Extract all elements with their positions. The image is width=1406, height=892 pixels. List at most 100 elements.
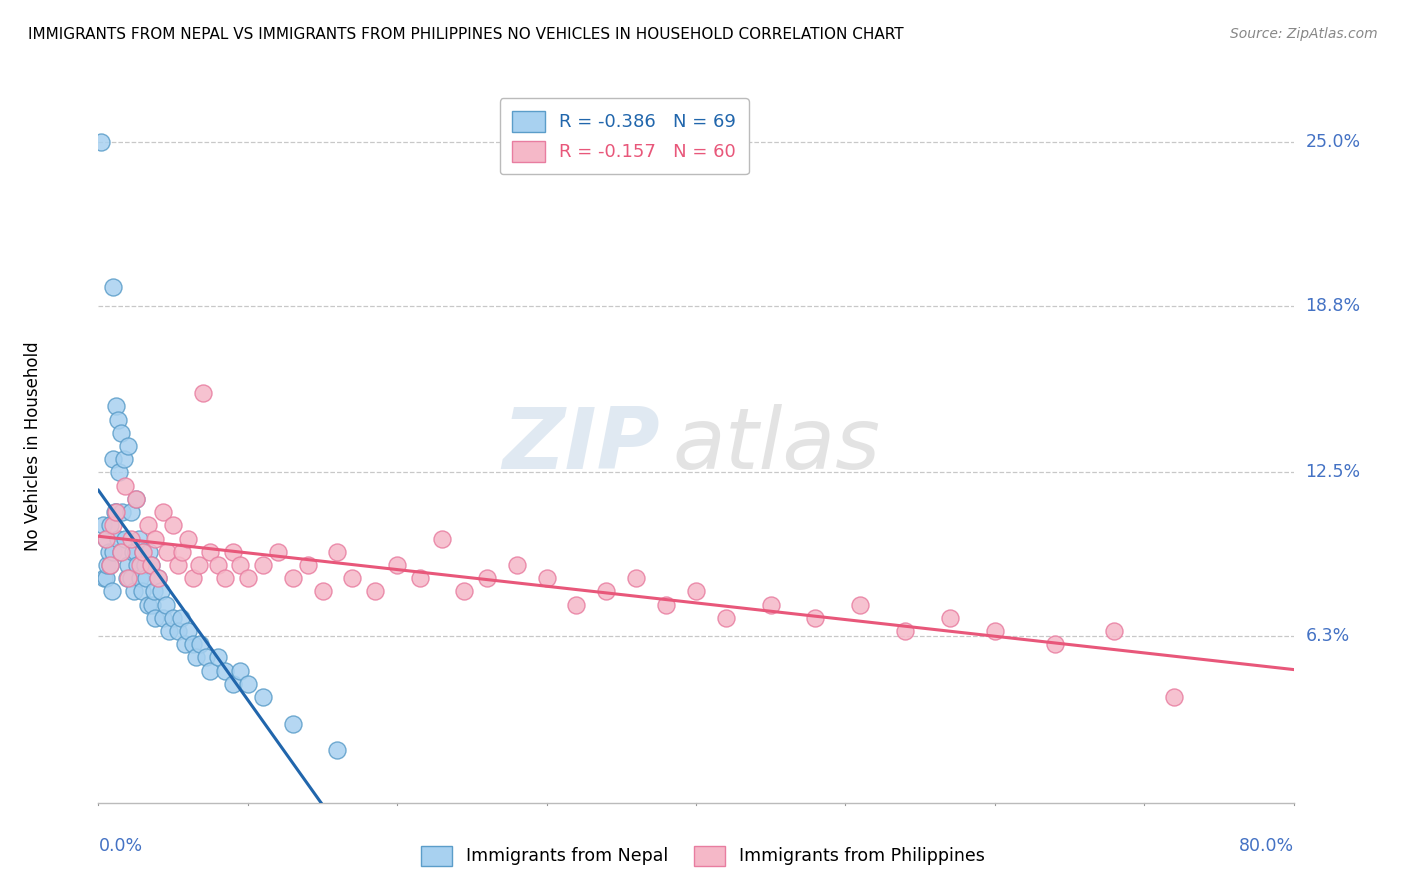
Point xyxy=(385,558,409,572)
Point xyxy=(93,571,115,585)
Text: 6.3%: 6.3% xyxy=(1306,627,1350,645)
Point xyxy=(311,584,333,599)
Point xyxy=(181,637,204,651)
Point xyxy=(107,412,129,426)
Point xyxy=(105,505,128,519)
Text: 12.5%: 12.5% xyxy=(1306,464,1361,482)
Point xyxy=(655,598,678,612)
Point xyxy=(252,690,274,704)
Point xyxy=(150,584,173,599)
Point xyxy=(128,532,150,546)
Point xyxy=(94,571,117,585)
Point xyxy=(177,532,200,546)
Point xyxy=(127,558,149,572)
Point xyxy=(326,545,349,559)
Text: IMMIGRANTS FROM NEPAL VS IMMIGRANTS FROM PHILIPPINES NO VEHICLES IN HOUSEHOLD CO: IMMIGRANTS FROM NEPAL VS IMMIGRANTS FROM… xyxy=(28,27,904,42)
Point xyxy=(894,624,917,638)
Point xyxy=(342,571,364,585)
Point xyxy=(131,584,153,599)
Point xyxy=(98,558,122,572)
Point xyxy=(162,611,184,625)
Text: 25.0%: 25.0% xyxy=(1306,133,1361,151)
Point xyxy=(222,545,245,559)
Point xyxy=(110,425,132,440)
Point xyxy=(408,571,430,585)
Point xyxy=(191,386,214,401)
Point xyxy=(184,650,207,665)
Point xyxy=(1043,637,1066,651)
Point xyxy=(849,598,872,612)
Point xyxy=(326,743,349,757)
Text: No Vehicles in Household: No Vehicles in Household xyxy=(24,341,42,551)
Point xyxy=(565,598,588,612)
Point xyxy=(143,532,166,546)
Point xyxy=(506,558,529,572)
Point xyxy=(105,505,128,519)
Point xyxy=(134,558,156,572)
Point xyxy=(135,571,157,585)
Point xyxy=(107,532,129,546)
Point xyxy=(430,532,453,546)
Point xyxy=(139,558,162,572)
Point xyxy=(94,532,117,546)
Point xyxy=(141,598,163,612)
Point xyxy=(1163,690,1185,704)
Point xyxy=(125,545,148,559)
Point xyxy=(157,624,180,638)
Point xyxy=(103,452,125,467)
Point xyxy=(121,545,143,559)
Point xyxy=(132,545,155,559)
Point xyxy=(188,637,211,651)
Point xyxy=(214,664,236,678)
Point xyxy=(136,598,159,612)
Point xyxy=(90,135,112,149)
Point xyxy=(142,584,165,599)
Point xyxy=(187,558,209,572)
Point xyxy=(103,518,125,533)
Point xyxy=(236,571,259,585)
Point xyxy=(200,664,222,678)
Point xyxy=(136,518,159,533)
Point xyxy=(685,584,707,599)
Point xyxy=(97,545,120,559)
Point xyxy=(229,558,252,572)
Point xyxy=(152,505,174,519)
Point xyxy=(120,532,142,546)
Point xyxy=(152,611,174,625)
Point xyxy=(129,558,152,572)
Point xyxy=(98,558,122,572)
Point xyxy=(162,518,184,533)
Point xyxy=(125,491,148,506)
Point xyxy=(1104,624,1126,638)
Point xyxy=(536,571,558,585)
Point xyxy=(117,571,139,585)
Point xyxy=(108,466,131,480)
Point xyxy=(124,584,146,599)
Point xyxy=(114,478,136,492)
Point xyxy=(984,624,1007,638)
Text: 18.8%: 18.8% xyxy=(1306,297,1361,315)
Point xyxy=(120,571,142,585)
Point xyxy=(91,518,114,533)
Point xyxy=(112,452,135,467)
Point xyxy=(139,558,162,572)
Point xyxy=(143,611,166,625)
Point xyxy=(252,558,274,572)
Text: 0.0%: 0.0% xyxy=(98,838,142,855)
Legend: R = -0.386   N = 69, R = -0.157   N = 60: R = -0.386 N = 69, R = -0.157 N = 60 xyxy=(499,98,749,174)
Point xyxy=(207,558,229,572)
Point xyxy=(222,677,245,691)
Point xyxy=(364,584,387,599)
Point xyxy=(138,545,160,559)
Point xyxy=(229,664,252,678)
Point xyxy=(177,624,200,638)
Point xyxy=(125,491,148,506)
Point xyxy=(148,571,170,585)
Point xyxy=(120,505,142,519)
Text: 80.0%: 80.0% xyxy=(1239,838,1294,855)
Point xyxy=(117,558,139,572)
Point xyxy=(166,558,188,572)
Point xyxy=(714,611,737,625)
Point xyxy=(214,571,236,585)
Point xyxy=(453,584,475,599)
